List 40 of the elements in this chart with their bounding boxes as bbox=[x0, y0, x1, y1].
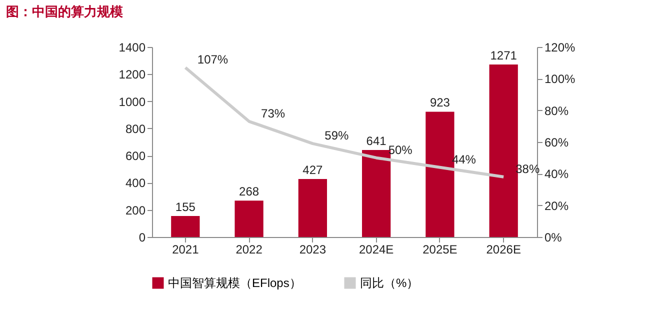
x-tick-label: 2026E bbox=[486, 242, 521, 256]
bar bbox=[298, 179, 327, 237]
y2-tick-label: 20% bbox=[544, 198, 569, 213]
data-label: 427 bbox=[302, 163, 324, 178]
x-tick-label: 2025E bbox=[422, 242, 458, 256]
y2-tick-label: 120% bbox=[544, 40, 576, 54]
x-tick-label: 2022 bbox=[236, 242, 263, 256]
x-tick-label: 2023 bbox=[299, 242, 326, 256]
y2-tick-label: 60% bbox=[544, 136, 569, 150]
bar bbox=[362, 150, 391, 237]
y-tick-label: 400 bbox=[125, 176, 146, 190]
y-tick-label: 200 bbox=[125, 203, 146, 218]
data-label: 73% bbox=[261, 106, 286, 120]
y-tick-label: 1000 bbox=[118, 94, 146, 109]
data-label: 923 bbox=[430, 96, 450, 110]
x-tick-label: 2021 bbox=[172, 242, 200, 256]
data-label: 641 bbox=[366, 134, 387, 148]
data-label: 50% bbox=[388, 142, 413, 157]
y2-tick-label: 40% bbox=[544, 167, 569, 182]
bar bbox=[234, 200, 264, 237]
data-label: 268 bbox=[239, 184, 260, 199]
data-label: 59% bbox=[324, 128, 350, 143]
y-tick-label: 1200 bbox=[118, 68, 146, 82]
y-tick-label: 1400 bbox=[118, 40, 146, 54]
y-tick-label: 600 bbox=[125, 149, 146, 164]
y2-tick-label: 80% bbox=[544, 104, 569, 118]
data-label: 155 bbox=[175, 200, 196, 214]
data-label: 107% bbox=[197, 52, 228, 67]
bar bbox=[489, 64, 518, 237]
legend-label: 中国智算规模（EFlops） bbox=[168, 276, 302, 290]
y2-tick-label: 100% bbox=[544, 72, 576, 86]
x-tick-label: 2024E bbox=[358, 242, 394, 256]
data-label: 1271 bbox=[490, 48, 518, 63]
y-tick-label: 0 bbox=[138, 230, 146, 244]
y-tick-label: 800 bbox=[125, 122, 146, 136]
line-series bbox=[184, 66, 506, 178]
y2-tick-label: 0% bbox=[544, 230, 562, 244]
chart-title: 图：中国的算力规模 bbox=[6, 3, 123, 21]
bar bbox=[171, 216, 200, 237]
legend-label: 同比（%） bbox=[360, 276, 419, 290]
